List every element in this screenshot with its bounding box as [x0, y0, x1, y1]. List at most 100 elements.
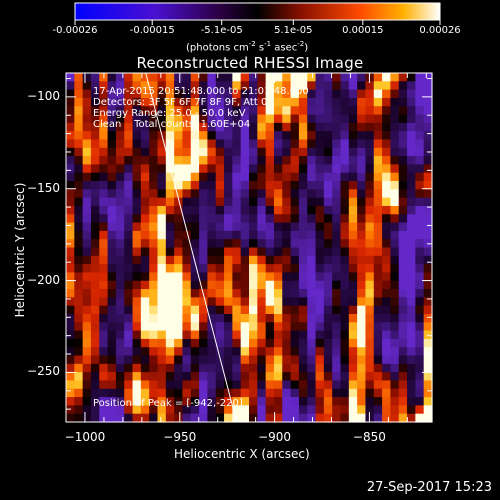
- heatmap-cell: [199, 214, 209, 224]
- heatmap-cell: [398, 214, 408, 224]
- heatmap-cell: [107, 114, 117, 124]
- heatmap-cell: [423, 73, 433, 82]
- heatmap-cell: [190, 330, 200, 340]
- heatmap-cell: [323, 205, 333, 215]
- heatmap-cell: [282, 355, 292, 365]
- heatmap-cell: [307, 413, 317, 423]
- heatmap-cell: [66, 214, 75, 224]
- heatmap-cell: [323, 73, 333, 82]
- heatmap-cell: [115, 97, 125, 107]
- heatmap-cell: [174, 222, 184, 232]
- heatmap-cell: [157, 247, 167, 257]
- heatmap-cell: [373, 289, 383, 298]
- heatmap-cell: [140, 347, 150, 357]
- heatmap-cell: [298, 222, 308, 232]
- heatmap-cell: [373, 313, 383, 323]
- heatmap-cell: [357, 205, 367, 215]
- heatmap-cell: [99, 363, 109, 373]
- heatmap-cell: [240, 97, 250, 107]
- heatmap-cell: [423, 388, 433, 398]
- colorbar: [74, 2, 441, 25]
- heatmap-cell: [107, 297, 117, 307]
- heatmap-cell: [165, 372, 175, 382]
- heatmap-cell: [365, 230, 375, 240]
- heatmap-cell: [390, 139, 400, 149]
- heatmap-cell: [257, 239, 267, 249]
- heatmap-cell: [398, 230, 408, 240]
- heatmap-cell: [224, 122, 233, 132]
- heatmap-cell: [190, 131, 200, 141]
- heatmap-cell: [357, 347, 367, 357]
- heatmap-cell: [290, 347, 300, 357]
- heatmap-cell: [423, 89, 433, 99]
- heatmap-cell: [90, 122, 100, 132]
- heatmap-cell: [182, 205, 192, 215]
- heatmap-cell: [298, 372, 308, 382]
- heatmap-cell: [149, 280, 159, 290]
- heatmap-cell: [190, 272, 200, 282]
- heatmap-cell: [315, 147, 325, 157]
- heatmap-cell: [290, 73, 300, 82]
- heatmap-cell: [257, 413, 267, 423]
- heatmap-cell: [365, 280, 375, 290]
- heatmap-cell: [390, 255, 400, 265]
- heatmap-cell: [66, 255, 75, 265]
- annotation-time: 17-Apr-2015 20:51:48.000 to 21:01:48.000: [93, 86, 309, 97]
- heatmap-cell: [332, 355, 342, 365]
- heatmap-cell: [107, 322, 117, 332]
- heatmap-cell: [265, 205, 275, 215]
- heatmap-cell: [307, 397, 317, 406]
- heatmap-cell: [182, 355, 192, 365]
- heatmap-cell: [74, 347, 84, 357]
- heatmap-cell: [224, 397, 233, 406]
- heatmap-cell: [323, 131, 333, 141]
- heatmap-cell: [382, 81, 392, 91]
- heatmap-cell: [265, 380, 275, 390]
- heatmap-cell: [249, 272, 258, 282]
- heatmap-cell: [348, 189, 358, 199]
- heatmap-cell: [382, 239, 392, 249]
- heatmap-cell: [315, 330, 325, 340]
- heatmap-cell: [257, 305, 267, 315]
- heatmap-cell: [340, 181, 350, 190]
- y-tick-label: −100: [27, 88, 60, 103]
- heatmap-cell: [190, 363, 200, 373]
- heatmap-cell: [190, 189, 200, 199]
- heatmap-cell: [373, 355, 383, 365]
- heatmap-cell: [74, 397, 84, 406]
- heatmap-cell: [348, 131, 358, 141]
- heatmap-cell: [340, 280, 350, 290]
- heatmap-cell: [373, 205, 383, 215]
- heatmap-cell: [415, 413, 425, 423]
- heatmap-cell: [290, 164, 300, 174]
- heatmap-cell: [282, 131, 292, 141]
- heatmap-cell: [340, 347, 350, 357]
- heatmap-cell: [365, 322, 375, 332]
- heatmap-cell: [232, 239, 242, 249]
- heatmap-cell: [232, 322, 242, 332]
- heatmap-cell: [240, 147, 250, 157]
- heatmap-cell: [415, 264, 425, 274]
- heatmap-cell: [298, 131, 308, 141]
- heatmap-cell: [132, 255, 142, 265]
- heatmap-cell: [174, 388, 184, 398]
- heatmap-cell: [382, 222, 392, 232]
- heatmap-cell: [240, 156, 250, 166]
- heatmap-cell: [323, 164, 333, 174]
- heatmap-cell: [115, 330, 125, 340]
- heatmap-cell: [323, 264, 333, 274]
- heatmap-cell: [382, 147, 392, 157]
- heatmap-cell: [373, 197, 383, 207]
- heatmap-cell: [232, 372, 242, 382]
- heatmap-cell: [423, 214, 433, 224]
- heatmap-cell: [149, 313, 159, 323]
- heatmap-cell: [74, 247, 84, 257]
- heatmap-cell: [423, 114, 433, 124]
- heatmap-cell: [124, 347, 134, 357]
- annotation-energy: Energy Range: 25.0 - 50.0 keV: [93, 108, 246, 119]
- heatmap-cell: [307, 380, 317, 390]
- heatmap-cell: [265, 181, 275, 190]
- heatmap-cell: [323, 380, 333, 390]
- heatmap-cell: [174, 380, 184, 390]
- heatmap-cell: [423, 413, 433, 423]
